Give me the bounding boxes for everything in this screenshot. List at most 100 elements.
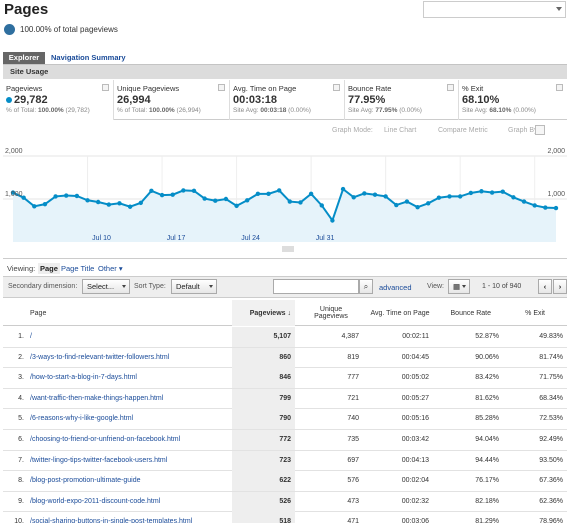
y-tick-label: 1,000 — [547, 191, 565, 198]
next-page-button[interactable]: › — [553, 279, 567, 294]
header-unique-pageviews[interactable]: Unique Pageviews — [314, 306, 348, 320]
table-row[interactable]: 3. /how-to-start-a-blog-in-7-days.html 846… — [3, 368, 567, 389]
page-link[interactable]: /3-ways-to-find-relevant-twitter-followe… — [30, 353, 170, 361]
table-row[interactable]: 4. /want-traffic-then-make-things-happen.… — [3, 388, 567, 410]
avg-time-cell: 00:02:04 — [401, 477, 429, 485]
exit-cell: 92.49% — [539, 436, 563, 443]
pageviews-chart: 2,000 1,000 2,000 1,000 Jul 10 Jul 17 Jul 24 Ju… — [3, 148, 567, 242]
view-page-title[interactable]: Page Title — [61, 264, 95, 273]
row-index: 5. — [18, 415, 24, 423]
data-point — [53, 194, 58, 199]
data-point — [191, 188, 197, 194]
secondary-dimension-select[interactable]: Select... — [82, 279, 130, 294]
site-usage-bar — [3, 64, 567, 79]
metric-dropdown-icon[interactable] — [102, 84, 109, 91]
page-link[interactable]: /blog-world-expo-2011-discount-code.html — [30, 497, 161, 505]
prev-page-button[interactable]: ‹ — [538, 279, 552, 294]
graph-by-label: Graph By: — [508, 127, 540, 134]
site-usage-tab[interactable]: Site Usage — [10, 67, 49, 76]
line-chart-option[interactable]: Line Chart — [384, 127, 417, 134]
avg-time-cell: 00:05:02 — [401, 374, 429, 382]
data-point — [404, 199, 410, 204]
table-row[interactable]: 6. /choosing-to-friend-or-unfriend-on-fac… — [3, 430, 567, 451]
table-row[interactable]: 1. / 5,107 4,387 00:02:11 52.87% 49.83% — [3, 327, 567, 348]
chart-resize-handle[interactable] — [282, 246, 294, 252]
page-link[interactable]: /twitter-lingo-tips-twitter-facebook-use… — [30, 456, 168, 464]
data-point — [181, 188, 186, 193]
page-link[interactable]: /blog-post-promotion-ultimate-guide — [30, 477, 141, 485]
metric-tile-exit[interactable]: % Exit 68.10% Site Avg: 68.10% (0.00%) — [459, 80, 567, 120]
bounce-rate-cell: 52.87% — [475, 333, 499, 340]
metric-label: % Exit — [462, 84, 484, 93]
unique-pageviews-cell: 576 — [347, 477, 359, 485]
sort-arrow-icon: ↓ — [287, 309, 292, 317]
page-link[interactable]: /choosing-to-friend-or-unfriend-on-faceb… — [30, 436, 181, 443]
metric-label: Bounce Rate — [348, 84, 392, 93]
pageviews-cell: 526 — [232, 491, 295, 512]
table-row[interactable]: 9. /blog-world-expo-2011-discount-code.ht… — [3, 491, 567, 513]
data-point — [362, 191, 367, 196]
metric-tile-pageviews[interactable]: Pageviews 29,782 % of Total: 100.00% (29… — [3, 80, 114, 120]
page-link[interactable]: /6-reasons-why-i-like-google.html — [30, 415, 134, 423]
unique-pageviews-cell: 721 — [347, 394, 359, 402]
pageviews-cell: 518 — [232, 512, 295, 523]
metric-tile-unique-pageviews[interactable]: Unique Pageviews 26,994 % of Total: 100.… — [114, 80, 230, 120]
calendar-icon[interactable] — [535, 125, 545, 135]
metric-tile-avg-time[interactable]: Avg. Time on Page 00:03:18 Site Avg: 00:… — [230, 80, 345, 120]
data-point — [42, 201, 48, 207]
unique-pageviews-cell: 777 — [347, 374, 359, 382]
pageviews-cell: 799 — [232, 388, 295, 409]
search-icon[interactable]: ⌕ — [359, 279, 373, 294]
data-point — [202, 196, 207, 201]
avg-time-cell: 00:03:06 — [401, 518, 429, 523]
page-link[interactable]: /social-sharing-buttons-in-single-post-t… — [30, 518, 193, 523]
row-index: 7. — [18, 456, 24, 464]
bounce-rate-cell: 82.18% — [475, 497, 499, 505]
metric-sub: Site Avg: 00:03:18 (0.00%) — [233, 107, 311, 114]
metric-dropdown-icon[interactable] — [218, 84, 225, 91]
compare-metric-option[interactable]: Compare Metric — [438, 127, 488, 134]
data-point — [74, 193, 80, 199]
header-page[interactable]: Page — [30, 309, 47, 317]
series-area — [13, 189, 556, 242]
header-pageviews[interactable]: Pageviews ↓ — [232, 300, 295, 326]
metric-dropdown-icon[interactable] — [447, 84, 454, 91]
data-point — [308, 191, 314, 197]
data-point — [553, 205, 559, 211]
tab-navigation-summary[interactable]: Navigation Summary — [51, 53, 126, 62]
metric-dropdown-icon[interactable] — [333, 84, 340, 91]
data-point — [394, 202, 399, 208]
metric-value: 29,782 — [14, 94, 48, 106]
chevron-down-icon: ▾ — [118, 264, 123, 273]
table-row[interactable]: 8. /blog-post-promotion-ultimate-guide 622… — [3, 471, 567, 492]
table-row[interactable]: 10. /social-sharing-buttons-in-single-pos… — [3, 512, 567, 523]
sort-type-select[interactable]: Default — [171, 279, 217, 294]
chevron-down-icon — [209, 285, 213, 288]
header-bounce-rate[interactable]: Bounce Rate — [450, 309, 491, 317]
table-row[interactable]: 2. /3-ways-to-find-relevant-twitter-follo… — [3, 347, 567, 369]
table-search-input[interactable] — [273, 279, 359, 294]
exit-cell: 93.50% — [539, 456, 563, 464]
header-avg-time[interactable]: Avg. Time on Page — [370, 309, 430, 317]
metric-tile-bounce-rate[interactable]: Bounce Rate 77.95% Site Avg: 77.95% (0.0… — [345, 80, 459, 120]
metric-dropdown-icon[interactable] — [556, 84, 563, 91]
metric-value: 00:03:18 — [233, 94, 278, 106]
tab-explorer[interactable]: Explorer — [3, 52, 45, 64]
table-view-button[interactable]: ▦ — [448, 279, 470, 294]
page-link[interactable]: /how-to-start-a-blog-in-7-days.html — [30, 374, 137, 382]
exit-cell: 62.36% — [539, 497, 563, 505]
view-other[interactable]: Other ▾ — [98, 264, 123, 273]
segment-dropdown[interactable] — [423, 1, 566, 18]
table-header: Page Pageviews ↓ Unique Pageviews Avg. T… — [3, 300, 567, 326]
view-page[interactable]: Page — [38, 263, 60, 274]
page-link[interactable]: / — [30, 333, 32, 340]
data-point — [500, 189, 505, 194]
bounce-rate-cell: 81.29% — [475, 518, 499, 523]
header-exit[interactable]: % Exit — [525, 309, 545, 317]
table-row[interactable]: 5. /6-reasons-why-i-like-google.html 790 74… — [3, 409, 567, 430]
advanced-filter-link[interactable]: advanced — [379, 283, 412, 292]
page-link[interactable]: /want-traffic-then-make-things-happen.ht… — [30, 394, 164, 402]
data-point — [351, 195, 356, 200]
bounce-rate-cell: 94.04% — [475, 436, 499, 443]
table-row[interactable]: 7. /twitter-lingo-tips-twitter-facebook-u… — [3, 450, 567, 472]
